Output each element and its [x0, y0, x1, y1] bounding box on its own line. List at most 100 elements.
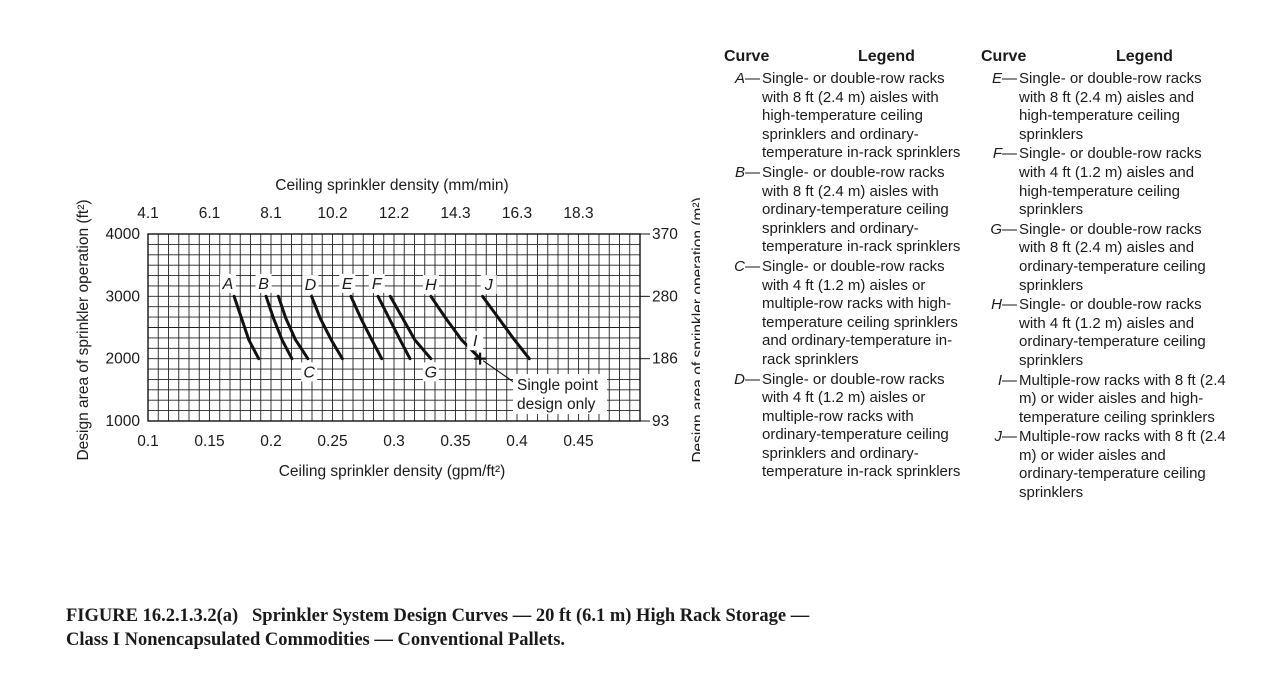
curve-label-e: E — [342, 276, 353, 293]
legend-item-key: D — — [724, 371, 760, 483]
y2-tick-label: 280 — [652, 288, 678, 305]
curve-label-j: J — [484, 277, 494, 294]
curve-label-d: D — [305, 277, 317, 294]
legend-item-g: G — Single- or double-row racks with 8 ft … — [981, 221, 1226, 295]
legend-item-key: I — — [981, 372, 1017, 428]
legend-header: Curve Legend — [724, 46, 969, 70]
legend-item-a: A — Single- or double-row racks with 8 ft … — [724, 70, 969, 163]
legend-item-text: Single- or double-row racks with 4 ft (1… — [762, 370, 961, 481]
legend-item-dash: — — [1002, 428, 1017, 446]
curve-label-bg — [302, 275, 319, 295]
y2-tick-label: 370 — [652, 226, 678, 243]
x2-tick-label: 12.2 — [379, 205, 409, 222]
curve-label-g: G — [425, 364, 437, 381]
legend-item-text: Single- or double-row racks with 4 ft (1… — [1019, 145, 1202, 219]
legend-item-i: I — Multiple-row racks with 8 ft (2.4 m) o… — [981, 372, 1226, 428]
design-curve-f — [376, 294, 412, 361]
legend-item-letter: E — [991, 70, 1002, 87]
y-axis-title: Design area of sprinkler operation (ft²) — [75, 199, 92, 460]
legend-item-text: Single- or double-row racks with 4 ft (1… — [1019, 296, 1206, 369]
x-tick-label: 0.2 — [260, 433, 282, 450]
single-point-label-bg — [513, 374, 607, 414]
single-point-label: Single point — [517, 377, 599, 394]
legend-item-letter: B — [734, 163, 745, 181]
curve-label-bg — [255, 273, 272, 293]
x-axis-title: Ceiling sprinkler density (gpm/ft²) — [279, 463, 506, 480]
legend-item-text: Single- or double-row racks with 8 ft (2… — [762, 163, 961, 256]
legend-item-j: J — Multiple-row racks with 8 ft (2.4 m) o… — [981, 428, 1226, 502]
legend-column-right: Curve Legend E — Single- or double-row rac… — [981, 46, 1226, 504]
legend-header: Curve Legend — [981, 46, 1226, 70]
curve-label-h: H — [425, 277, 437, 294]
legend-item-dash: — — [745, 257, 760, 275]
legend-item-key: E — — [981, 70, 1017, 144]
design-curve-d — [310, 294, 344, 361]
design-curve-e — [349, 294, 384, 361]
legend-item-e: E — Single- or double-row racks with 8 ft … — [981, 70, 1226, 144]
curve-label-b: B — [258, 276, 269, 293]
design-curve-b — [264, 294, 294, 361]
design-curve-f — [388, 294, 433, 361]
legend-item-text: Single- or double-row racks with 8 ft (2… — [1019, 220, 1206, 294]
y2-tick-label: 186 — [652, 351, 678, 368]
legend-legend-header: Legend — [858, 48, 915, 65]
legend-curve-header: Curve — [981, 48, 1027, 65]
legend-column-left: Curve Legend A — Single- or double-row rac… — [724, 46, 969, 483]
legend-item-dash: — — [1002, 70, 1017, 87]
curve-label-bg — [422, 362, 439, 382]
legend-item-letter: G — [990, 220, 1002, 238]
design-curve-a — [232, 294, 261, 361]
y2-axis-title: Design area of sprinkler operation (m²) — [690, 197, 700, 462]
legend-item-key: F — — [981, 145, 1017, 219]
design-curve-b — [276, 294, 310, 361]
x-tick-label: 0.35 — [440, 433, 470, 450]
legend-item-letter: I — [997, 371, 1002, 389]
legend-curve-header: Curve — [724, 48, 770, 65]
legend-item-key: B — — [724, 164, 760, 257]
curve-label-bg — [480, 275, 497, 295]
curve-label-bg — [368, 273, 385, 293]
legend-item-letter: A — [734, 70, 745, 87]
legend-item-text: Multiple-row racks with 8 ft (2.4 m) or … — [1019, 428, 1226, 502]
x2-axis-title: Ceiling sprinkler density (mm/min) — [275, 177, 508, 194]
legend-item-f: F — Single- or double-row racks with 4 ft … — [981, 145, 1226, 219]
single-point-label: design only — [517, 396, 596, 413]
legend-legend-header: Legend — [1116, 48, 1173, 65]
legend-item-key: A — — [724, 70, 760, 163]
y-tick-label: 4000 — [106, 226, 141, 243]
design-curve-j — [481, 294, 531, 361]
legend-item-d: D — Single- or double-row racks with 4 ft … — [724, 371, 969, 483]
legend-item-dash: — — [1002, 145, 1017, 163]
legend-item-letter: H — [991, 296, 1002, 314]
legend-item-dash: — — [745, 70, 760, 87]
legend-item-letter: C — [734, 257, 745, 275]
legend-item-c: C — Single- or double-row racks with 4 ft … — [724, 258, 969, 370]
curve-label-bg — [301, 362, 318, 382]
x2-tick-label: 6.1 — [199, 205, 221, 222]
y-tick-label: 2000 — [106, 351, 141, 368]
legend-item-dash: — — [1002, 220, 1017, 238]
x2-tick-label: 8.1 — [260, 205, 282, 222]
x-tick-label: 0.3 — [383, 433, 405, 450]
plot-frame — [147, 233, 641, 422]
x2-tick-label: 18.3 — [563, 205, 593, 222]
legend-item-dash: — — [1002, 371, 1017, 389]
legend-rows: E — Single- or double-row racks with 8 ft … — [981, 70, 1226, 503]
x-tick-label: 0.1 — [137, 433, 159, 450]
legend-item-key: C — — [724, 258, 760, 370]
legend-rows: A — Single- or double-row racks with 8 ft … — [724, 70, 969, 482]
legend-item-key: G — — [981, 221, 1017, 295]
curve-label-c: C — [303, 364, 315, 381]
legend-item-text: Multiple-row racks with 8 ft (2.4 m) or … — [1019, 371, 1226, 426]
legend-item-letter: J — [994, 428, 1003, 446]
legend-item-text: Single- or double-row racks with 8 ft (2… — [762, 70, 961, 162]
y-tick-label: 1000 — [106, 413, 141, 430]
chart-curve-labels: A B D E F H J C G I Single point design only — [219, 273, 607, 414]
legend-item-letter: F — [992, 145, 1002, 163]
x-tick-label: 0.25 — [317, 433, 347, 450]
design-curves-chart: 0.1 0.15 0.2 0.25 0.3 0.35 0.4 0.45 4.1 6.1 8.1 10.… — [75, 177, 700, 480]
legend-item-text: Single- or double-row racks with 8 ft (2… — [1019, 70, 1202, 143]
curve-label-i: I — [473, 333, 478, 350]
curve-label-bg — [467, 331, 484, 351]
curve-label-f: F — [372, 276, 383, 293]
